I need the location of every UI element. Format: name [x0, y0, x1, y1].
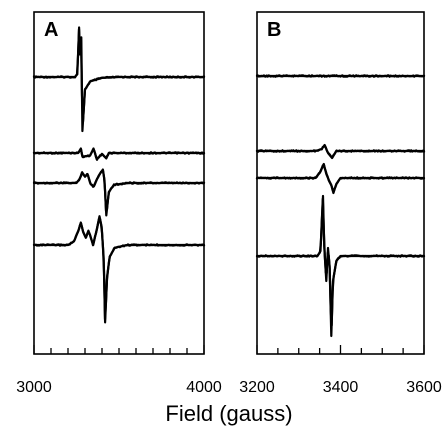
panel-a-spectrum-2: [32, 148, 206, 161]
panel-b-traces: [255, 74, 426, 338]
panel-a-label: A: [44, 19, 58, 41]
panel-b-tick-label-0: 3200: [239, 379, 275, 396]
panel-b-label: B: [267, 19, 281, 41]
panel-a-tick-labels: 3000 4000: [16, 379, 222, 396]
panel-b-tick-label-2: 3600: [406, 379, 442, 396]
x-axis-title: Field (gauss): [165, 401, 292, 426]
panel-b-tick-label-1: 3400: [323, 379, 359, 396]
panel-b-spectrum-4-features: [255, 194, 426, 338]
panel-a-traces: [32, 26, 206, 324]
panel-b-spectrum-3-features: [255, 162, 426, 195]
panel-b-frame: [256, 11, 425, 355]
panel-a-ticks: [33, 345, 205, 354]
panel-a-tick-label-0: 3000: [16, 379, 52, 396]
panel-b-tick-labels: 3200 3400 3600: [239, 379, 442, 396]
panel-a-spectrum-2-features: [32, 147, 206, 161]
panel-b-ticks: [256, 345, 425, 354]
panel-a-spectrum-1: [32, 28, 206, 123]
panel-b-spectrum-4: [255, 197, 426, 327]
panel-a-spectrum-4-features: [32, 215, 206, 324]
panel-a-spectrum-3-features: [32, 168, 206, 217]
panel-b-spectrum-2-features: [255, 143, 426, 160]
panel-a-spectrum-3: [32, 169, 206, 212]
panel-a-tick-label-1: 4000: [186, 379, 222, 396]
panel-a-spectrum-1-features: [32, 26, 206, 133]
panel-a: A 3000 4000: [16, 11, 222, 396]
panel-b: B 3200 3400 3600: [239, 11, 442, 396]
panel-a-spectrum-4: [32, 217, 206, 321]
